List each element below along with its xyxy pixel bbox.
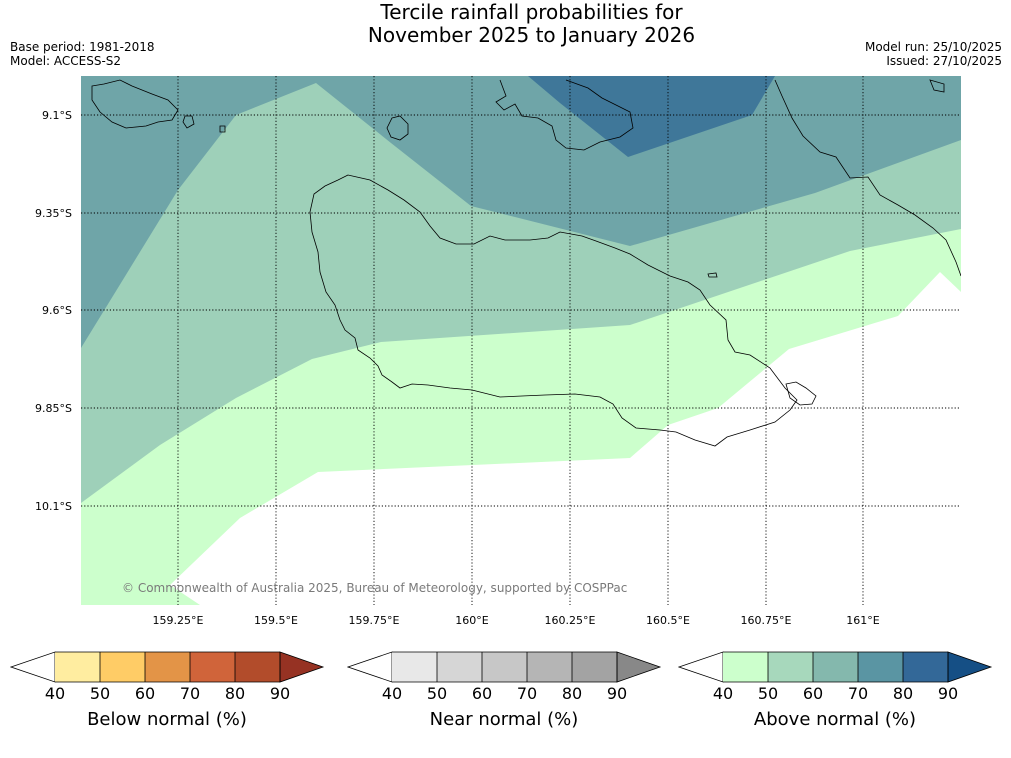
coast-islet-5: [929, 79, 945, 93]
colorbar-above-normal-bar: [678, 651, 993, 683]
colorbar-near-tick-60: 60: [471, 684, 493, 703]
lon-label-161: 161°E: [846, 614, 879, 627]
colorbar-near-segment-50: [392, 652, 437, 682]
lat-label-9-1: 9.1°S: [42, 109, 72, 122]
colorbar-below-normal-bar: [10, 651, 325, 683]
meta-left: Base period: 1981-2018 Model: ACCESS-S2: [10, 40, 155, 68]
lon-label-160: 160°E: [455, 614, 488, 627]
lat-label-9-6: 9.6°S: [42, 304, 72, 317]
copyright-notice: © Commonwealth of Australia 2025, Bureau…: [122, 581, 627, 595]
colorbar-below-tick-90: 90: [269, 684, 291, 703]
coast-islet-2: [219, 125, 226, 133]
map: © Commonwealth of Australia 2025, Bureau…: [35, 76, 961, 627]
colorbar-near-tick-40: 40: [381, 684, 403, 703]
lat-label-9-85: 9.85°S: [35, 402, 72, 415]
lon-label-159-5: 159.5°E: [254, 614, 298, 627]
colorbar-below-tick-60: 60: [134, 684, 156, 703]
colorbar-below-max-extension: [279, 651, 325, 683]
colorbar-near-tick-50: 50: [426, 684, 448, 703]
colorbar-above-max-extension: [947, 651, 993, 683]
colorbar-near-tick-70: 70: [516, 684, 538, 703]
colorbar-near-tick-90: 90: [606, 684, 628, 703]
colorbar-near-segment-70: [482, 652, 527, 682]
colorbar-below-segment-70: [145, 652, 190, 682]
colorbar-above-segment-60: [768, 652, 813, 682]
colorbar-near-segment-60: [437, 652, 482, 682]
coast-islet-3: [707, 272, 718, 278]
colorbar-near-label: Near normal (%): [429, 709, 579, 730]
colorbar-below-segment-50: [55, 652, 100, 682]
chart-title-line2: November 2025 to January 2026: [367, 23, 696, 47]
coast-savo: [386, 115, 409, 141]
lat-label-9-35: 9.35°S: [35, 207, 72, 220]
colorbar-near-normal-bar: [347, 651, 662, 683]
colorbar-below-tick-50: 50: [89, 684, 111, 703]
colorbar-below-normal: 40 50 60 70 80 90 Below normal (%): [10, 650, 325, 745]
colorbar-above-min-extension: [678, 651, 724, 683]
chart-title-line1: Tercile rainfall probabilities for: [380, 0, 683, 24]
colorbar-below-tick-70: 70: [179, 684, 201, 703]
colorbar-below-segment-60: [100, 652, 145, 682]
base-period: Base period: 1981-2018: [10, 40, 155, 54]
lat-labels: 9.1°S 9.35°S 9.6°S 9.85°S 10.1°S: [35, 109, 72, 513]
colorbar-near-max-extension: [616, 651, 662, 683]
lat-label-10-1: 10.1°S: [35, 500, 72, 513]
lon-label-159-25: 159.25°E: [153, 614, 204, 627]
map-area: [81, 76, 961, 605]
coast-malaita: [774, 79, 961, 277]
colorbar-above-label: Above normal (%): [753, 709, 917, 730]
colorbar-below-segment-90: [235, 652, 280, 682]
colorbar-above-segment-90: [903, 652, 948, 682]
colorbar-near-segment-80: [527, 652, 572, 682]
colorbar-above-tick-40: 40: [712, 684, 734, 703]
gridlines: [81, 76, 961, 605]
coast-islet-4: [785, 381, 817, 406]
zone-above-70-80: [528, 76, 775, 157]
coast-guadalcanal: [309, 174, 798, 447]
issued-date: Issued: 27/10/2025: [886, 54, 1002, 68]
zone-above-60-70: [81, 76, 961, 348]
colorbar-near-segment-90: [572, 652, 617, 682]
lon-label-160-75: 160.75°E: [741, 614, 792, 627]
colorbar-above-segment-50: [723, 652, 768, 682]
lon-label-160-25: 160.25°E: [545, 614, 596, 627]
colorbar-below-label: Below normal (%): [87, 709, 247, 730]
colorbar-near-min-extension: [347, 651, 393, 683]
colorbar-above-normal: 40 50 60 70 80 90 Above normal (%): [678, 650, 993, 745]
colorbar-below-tick-40: 40: [44, 684, 66, 703]
colorbar-above-tick-80: 80: [892, 684, 914, 703]
colorbar-above-segment-70: [813, 652, 858, 682]
model-name: Model: ACCESS-S2: [10, 54, 122, 68]
meta-right: Model run: 25/10/2025 Issued: 27/10/2025: [865, 40, 1002, 68]
colorbar-above-tick-90: 90: [937, 684, 959, 703]
colorbar-below-min-extension: [10, 651, 56, 683]
colorbar-near-normal: 40 50 60 70 80 90 Near normal (%): [347, 650, 662, 745]
lon-label-160-5: 160.5°E: [646, 614, 690, 627]
model-run: Model run: 25/10/2025: [864, 40, 1002, 54]
colorbar-above-segment-80: [858, 652, 903, 682]
coast-florida-islands: [495, 79, 634, 151]
lon-label-159-75: 159.75°E: [349, 614, 400, 627]
colorbar-above-tick-70: 70: [847, 684, 869, 703]
coast-islet-1: [182, 115, 195, 129]
colorbar-below-tick-80: 80: [224, 684, 246, 703]
lon-labels: 159.25°E 159.5°E 159.75°E 160°E 160.25°E…: [153, 614, 880, 627]
colorbar-above-tick-60: 60: [802, 684, 824, 703]
colorbar-below-segment-80: [190, 652, 235, 682]
colorbar-near-tick-80: 80: [561, 684, 583, 703]
colorbar-above-tick-50: 50: [757, 684, 779, 703]
